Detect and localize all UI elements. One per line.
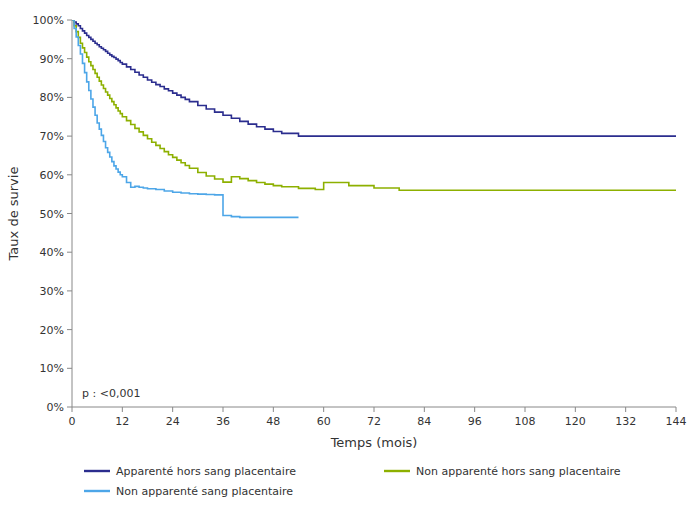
y-tick <box>67 252 72 253</box>
chart-svg: 0 12 24 36 48 60 72 84 96 108 120 132 144 0% 10% 20% 30%… <box>0 0 700 525</box>
x-tick-label: 12 <box>115 415 129 428</box>
y-tick <box>67 58 72 59</box>
plot-area <box>72 20 676 217</box>
y-tick <box>67 407 72 408</box>
x-tick <box>474 407 475 412</box>
series-line <box>72 20 299 217</box>
y-tick-label: 100% <box>33 14 64 27</box>
x-tick-label: 108 <box>515 415 536 428</box>
x-tick <box>273 407 274 412</box>
axes: 0 12 24 36 48 60 72 84 96 108 120 132 144 0% 10% 20% 30%… <box>33 14 687 428</box>
y-tick-label: 10% <box>40 362 64 375</box>
legend: Apparenté hors sang placentaire Non appar… <box>84 465 621 498</box>
legend-label: Non apparenté hors sang placentaire <box>416 465 621 478</box>
legend-label: Apparenté hors sang placentaire <box>116 465 296 478</box>
x-tick <box>676 407 677 412</box>
x-tick-label: 0 <box>69 415 76 428</box>
y-tick-label: 60% <box>40 169 64 182</box>
x-tick-label: 60 <box>317 415 331 428</box>
x-tick <box>424 407 425 412</box>
y-tick-label: 90% <box>40 53 64 66</box>
x-tick-label: 36 <box>216 415 230 428</box>
y-tick-label: 40% <box>40 246 64 259</box>
y-tick-label: 70% <box>40 130 64 143</box>
x-tick <box>223 407 224 412</box>
x-tick-label: 84 <box>417 415 431 428</box>
y-tick <box>67 20 72 21</box>
x-tick <box>625 407 626 412</box>
x-tick <box>525 407 526 412</box>
x-tick <box>122 407 123 412</box>
y-tick-label: 30% <box>40 285 64 298</box>
y-tick <box>67 174 72 175</box>
y-axis-label: Taux de survie <box>6 167 21 262</box>
annotation: p : <0,001 <box>82 387 140 400</box>
legend-swatch <box>384 470 410 472</box>
legend-swatch <box>84 490 110 492</box>
series-line <box>72 20 676 190</box>
series-line <box>72 20 676 136</box>
legend-label: Non apparenté sang placentaire <box>116 485 293 498</box>
x-tick-label: 144 <box>666 415 687 428</box>
x-tick-label: 120 <box>565 415 586 428</box>
x-axis-label: Temps (mois) <box>330 435 418 450</box>
x-tick <box>172 407 173 412</box>
y-tick <box>67 213 72 214</box>
y-tick-label: 50% <box>40 208 64 221</box>
x-tick-label: 48 <box>266 415 280 428</box>
x-tick-label: 96 <box>468 415 482 428</box>
x-tick <box>323 407 324 412</box>
y-tick-label: 80% <box>40 91 64 104</box>
x-tick <box>72 407 73 412</box>
x-tick-label: 24 <box>166 415 180 428</box>
x-tick <box>374 407 375 412</box>
y-tick <box>67 136 72 137</box>
y-tick <box>67 290 72 291</box>
x-tick-label: 72 <box>367 415 381 428</box>
chart-container: 0 12 24 36 48 60 72 84 96 108 120 132 144 0% 10% 20% 30%… <box>0 0 700 525</box>
y-tick <box>67 329 72 330</box>
x-tick <box>575 407 576 412</box>
y-tick <box>67 97 72 98</box>
y-tick <box>67 368 72 369</box>
legend-swatch <box>84 470 110 472</box>
y-tick-label: 20% <box>40 324 64 337</box>
x-tick-label: 132 <box>615 415 636 428</box>
y-tick-label: 0% <box>47 401 64 414</box>
